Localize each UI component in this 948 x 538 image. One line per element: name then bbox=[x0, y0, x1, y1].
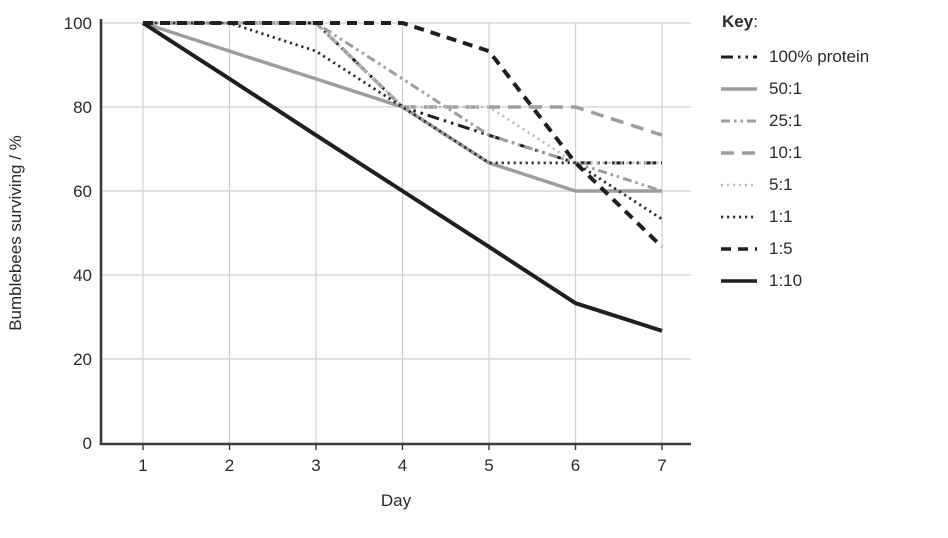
key-item-1-5: 1:5 bbox=[720, 233, 940, 265]
key-label-25-1: 25:1 bbox=[769, 111, 803, 130]
chart-key-panel: Key: 100% protein 50:1 25:1 10:1 5:1 1:1 1:5 1:… bbox=[720, 12, 940, 297]
key-swatch-10-1 bbox=[721, 151, 757, 155]
y-tick-label: 0 bbox=[83, 434, 92, 453]
key-label-100-protein: 100% protein bbox=[769, 47, 870, 66]
key-item-5-1: 5:1 bbox=[720, 169, 940, 201]
key-item-10-1: 10:1 bbox=[720, 137, 940, 169]
key-item-1-10: 1:10 bbox=[720, 265, 940, 297]
y-tick-label: 60 bbox=[73, 182, 92, 201]
y-tick-label: 40 bbox=[73, 266, 92, 285]
key-swatch-1-5 bbox=[721, 247, 757, 251]
key-swatch-5-1 bbox=[721, 183, 757, 187]
survival-line-chart: 0 20 40 60 80 100 1 2 3 4 5 6 7 Bumblebees surviving… bbox=[6, 14, 691, 510]
x-tick-label: 1 bbox=[138, 456, 147, 475]
x-axis-title: Day bbox=[381, 491, 412, 510]
x-tick-label: 5 bbox=[484, 456, 493, 475]
series-line-1-5 bbox=[143, 21, 664, 249]
x-tick-label: 4 bbox=[398, 456, 407, 475]
y-tick-label: 80 bbox=[73, 98, 92, 117]
key-label-1-5: 1:5 bbox=[769, 239, 793, 258]
key-label-10-1: 10:1 bbox=[769, 143, 803, 162]
y-tick-label: 20 bbox=[73, 350, 92, 369]
key-label-50-1: 50:1 bbox=[769, 79, 803, 98]
key-item-50-1: 50:1 bbox=[720, 73, 940, 105]
key-label-5-1: 5:1 bbox=[769, 175, 793, 194]
x-tick-label: 2 bbox=[225, 456, 234, 475]
key-swatch-1-10 bbox=[721, 279, 757, 283]
plot-area: 0 20 40 60 80 100 1 2 3 4 5 6 7 bbox=[64, 14, 691, 475]
key-title: Key: bbox=[722, 12, 940, 32]
series-line-50-1 bbox=[142, 21, 662, 193]
key-swatch-25-1 bbox=[721, 119, 757, 123]
y-tick-label: 100 bbox=[64, 14, 92, 33]
key-title-word: Key bbox=[722, 12, 754, 31]
x-tick-label: 3 bbox=[311, 456, 320, 475]
key-swatch-100-protein bbox=[721, 55, 757, 59]
x-tick-label: 7 bbox=[657, 456, 666, 475]
key-swatch-50-1 bbox=[721, 87, 757, 91]
key-swatch-1-1 bbox=[721, 215, 757, 219]
y-axis-title: Bumblebees surviving / % bbox=[6, 135, 25, 331]
key-item-100-protein: 100% protein bbox=[720, 41, 940, 73]
x-tick-label: 6 bbox=[571, 456, 580, 475]
key-label-1-10: 1:10 bbox=[769, 271, 803, 290]
series-line-1-1 bbox=[143, 21, 663, 221]
key-list: 100% protein 50:1 25:1 10:1 5:1 1:1 1:5 1:10 bbox=[720, 41, 940, 297]
key-label-1-1: 1:1 bbox=[769, 207, 793, 226]
key-item-1-1: 1:1 bbox=[720, 201, 940, 233]
key-title-colon: : bbox=[753, 12, 758, 31]
key-item-25-1: 25:1 bbox=[720, 105, 940, 137]
series-line-1-10 bbox=[141, 21, 663, 333]
